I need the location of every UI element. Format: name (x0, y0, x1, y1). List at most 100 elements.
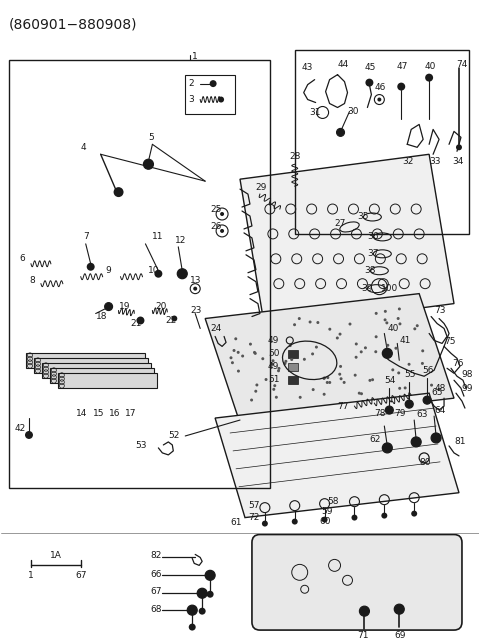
Circle shape (411, 437, 421, 447)
Text: 27: 27 (335, 220, 346, 228)
Text: 32: 32 (402, 157, 414, 166)
Circle shape (311, 353, 314, 355)
Circle shape (354, 374, 357, 377)
Circle shape (293, 323, 296, 326)
Text: 56: 56 (422, 366, 433, 375)
Bar (185, 75, 235, 115)
Bar (9, 60, 270, 488)
Circle shape (273, 384, 276, 387)
Text: 43: 43 (302, 63, 313, 72)
Circle shape (292, 518, 298, 525)
Circle shape (360, 350, 363, 353)
Circle shape (237, 369, 240, 372)
Circle shape (360, 606, 370, 616)
Text: 78: 78 (374, 408, 386, 417)
Circle shape (413, 327, 416, 330)
Circle shape (241, 355, 244, 358)
Text: 59: 59 (322, 507, 333, 516)
Text: 1: 1 (192, 52, 198, 61)
Bar (288, 364, 298, 371)
Circle shape (197, 588, 207, 598)
Text: 69: 69 (394, 630, 406, 639)
Circle shape (144, 159, 154, 169)
Circle shape (339, 365, 342, 368)
Circle shape (171, 316, 177, 321)
Polygon shape (215, 393, 459, 518)
Text: 82: 82 (150, 551, 162, 560)
Circle shape (336, 337, 339, 339)
Text: 35: 35 (358, 212, 369, 221)
Circle shape (105, 303, 113, 310)
Text: 75: 75 (444, 337, 456, 346)
Text: 33: 33 (429, 157, 441, 166)
Text: 79: 79 (394, 408, 406, 417)
Circle shape (323, 393, 325, 396)
FancyBboxPatch shape (252, 534, 462, 630)
Circle shape (322, 516, 327, 523)
Text: 54: 54 (384, 376, 396, 385)
Text: 49: 49 (268, 336, 279, 345)
Circle shape (398, 387, 401, 390)
Text: 52: 52 (168, 431, 180, 440)
Text: 81: 81 (454, 438, 466, 447)
Circle shape (315, 346, 318, 349)
Text: 40: 40 (387, 324, 399, 333)
Circle shape (290, 358, 293, 361)
Circle shape (430, 383, 433, 387)
Circle shape (220, 229, 224, 233)
Bar (50, 368, 155, 383)
Text: 31: 31 (310, 108, 321, 117)
Text: 36: 36 (367, 232, 379, 241)
Text: 19: 19 (119, 302, 130, 311)
Circle shape (250, 399, 253, 401)
Circle shape (187, 605, 197, 615)
Circle shape (377, 97, 381, 102)
Circle shape (277, 369, 280, 372)
Text: 99: 99 (461, 384, 472, 393)
Text: 20: 20 (156, 302, 167, 311)
Circle shape (397, 83, 405, 91)
Circle shape (323, 377, 325, 380)
Bar (58, 373, 157, 388)
Text: 39: 39 (361, 284, 373, 293)
Circle shape (411, 511, 417, 516)
Text: 18: 18 (96, 312, 107, 321)
Circle shape (316, 321, 319, 324)
Circle shape (351, 515, 358, 520)
Text: 25: 25 (210, 205, 221, 214)
Text: 30: 30 (348, 107, 359, 116)
Text: 11: 11 (153, 232, 164, 241)
Text: 74: 74 (456, 60, 468, 69)
Circle shape (336, 129, 345, 136)
Circle shape (423, 396, 431, 404)
Text: 76: 76 (452, 359, 464, 368)
Circle shape (264, 378, 267, 381)
Circle shape (254, 352, 257, 355)
Circle shape (326, 381, 329, 384)
Circle shape (193, 287, 197, 291)
Circle shape (87, 263, 95, 271)
Circle shape (328, 381, 331, 384)
Circle shape (288, 344, 292, 347)
Circle shape (232, 349, 236, 352)
Circle shape (275, 396, 278, 399)
Circle shape (383, 443, 392, 453)
Text: 12: 12 (175, 236, 187, 245)
Text: 40: 40 (424, 62, 435, 71)
Circle shape (375, 312, 378, 315)
Circle shape (323, 376, 326, 380)
Circle shape (234, 337, 237, 340)
Text: 7: 7 (83, 232, 88, 241)
Circle shape (385, 321, 388, 324)
Circle shape (218, 97, 224, 102)
Text: 48: 48 (434, 384, 445, 393)
Polygon shape (240, 154, 454, 328)
Bar (288, 350, 298, 358)
Text: 10: 10 (148, 266, 160, 275)
Circle shape (397, 371, 400, 374)
Text: 28: 28 (290, 152, 301, 161)
Circle shape (271, 363, 274, 365)
Text: 57: 57 (248, 501, 260, 510)
Circle shape (375, 335, 378, 339)
Text: 61: 61 (230, 518, 241, 527)
